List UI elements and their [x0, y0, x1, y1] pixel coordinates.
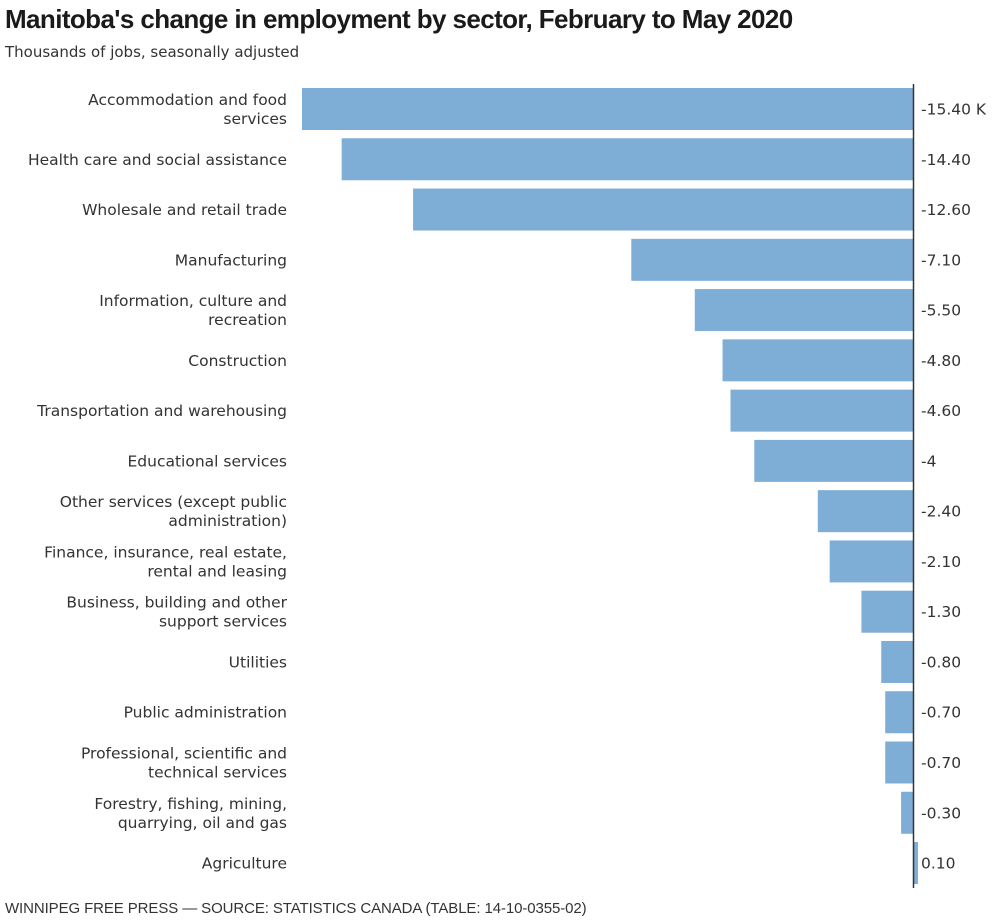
category-label: Agriculture [202, 855, 287, 873]
category-label-line: Public administration [124, 704, 287, 722]
value-label: -0.70 [921, 704, 961, 722]
bar [413, 188, 913, 231]
category-label: Educational services [128, 452, 288, 470]
bar [730, 389, 913, 432]
bar [631, 238, 913, 281]
bar [885, 741, 913, 784]
category-label: Other services (except public administrat… [60, 493, 287, 530]
value-label: -7.10 [921, 251, 961, 269]
category-label-line: Information, culture and [99, 292, 287, 310]
bar [817, 490, 913, 533]
category-label: Utilities [229, 653, 287, 671]
category-label-line: Health care and social assistance [28, 151, 287, 169]
category-label-line: Business, building and other [66, 594, 287, 612]
value-label: -1.30 [921, 603, 961, 621]
category-label-line: Forestry, fishing, mining, [94, 795, 287, 813]
bar [722, 339, 913, 382]
value-label: -4 [921, 452, 936, 470]
bar [861, 590, 913, 633]
chart-subtitle: Thousands of jobs, seasonally adjusted [5, 43, 300, 61]
category-label: Business, building and other support serv… [66, 594, 287, 631]
bar [754, 439, 913, 482]
bar [302, 88, 913, 130]
category-label: Forestry, fishing, mining, quarrying, oil… [94, 795, 287, 832]
chart-title: Manitoba's change in employment by secto… [5, 4, 793, 34]
category-label: Wholesale and retail trade [82, 201, 287, 219]
bars-group [302, 88, 918, 885]
category-label-line: support services [159, 613, 287, 631]
bar [881, 640, 913, 683]
category-label: Accommodation and food services [88, 91, 287, 128]
category-label-line: Agriculture [202, 855, 287, 873]
value-label: -0.70 [921, 754, 961, 772]
value-label: -15.40 K [921, 101, 987, 119]
category-label-line: administration) [168, 512, 287, 530]
bar [829, 540, 913, 583]
category-label-line: Transportation and warehousing [36, 402, 287, 420]
category-label-line: Wholesale and retail trade [82, 201, 287, 219]
category-label-line: services [223, 110, 287, 128]
category-label-line: recreation [208, 311, 287, 329]
bar [901, 791, 913, 834]
category-label-line: Professional, scientific and [81, 745, 287, 763]
category-label-line: Finance, insurance, real estate, [44, 543, 287, 561]
category-label-line: Utilities [229, 653, 287, 671]
value-label: -2.40 [921, 503, 961, 521]
value-label: -4.80 [921, 352, 961, 370]
bar [885, 691, 913, 734]
category-label-line: Accommodation and food [88, 91, 287, 109]
source-footer: WINNIPEG FREE PRESS — SOURCE: STATISTICS… [5, 900, 587, 917]
category-label: Information, culture and recreation [99, 292, 287, 329]
category-label-line: Construction [188, 352, 287, 370]
value-label: -5.50 [921, 302, 961, 320]
category-label-line: Manufacturing [175, 251, 287, 269]
value-label: -4.60 [921, 402, 961, 420]
category-label: Finance, insurance, real estate, rental a… [44, 543, 287, 580]
bar [341, 138, 914, 181]
value-label: -2.10 [921, 553, 961, 571]
value-label: -14.40 [921, 151, 971, 169]
category-label: Health care and social assistance [28, 151, 287, 169]
category-label-line: Educational services [128, 452, 288, 470]
value-label: 0.10 [921, 855, 956, 873]
category-label-line: quarrying, oil and gas [118, 814, 287, 832]
category-label: Transportation and warehousing [36, 402, 287, 420]
category-label: Professional, scientific and technical se… [81, 745, 287, 782]
category-label: Public administration [124, 704, 287, 722]
value-label: -12.60 [921, 201, 971, 219]
category-label: Construction [188, 352, 287, 370]
value-labels-group: -15.40 K -14.40 -12.60 -7.10 -5.50 -4.80 -4.60… [921, 101, 987, 873]
bar [914, 842, 918, 885]
value-label: -0.80 [921, 653, 961, 671]
value-label: -0.30 [921, 804, 961, 822]
category-label: Manufacturing [175, 251, 287, 269]
category-label-line: technical services [148, 764, 287, 782]
bar [694, 289, 913, 332]
category-labels-group: Accommodation and food services Health car… [28, 91, 288, 873]
category-label-line: rental and leasing [147, 562, 287, 580]
category-label-line: Other services (except public [60, 493, 287, 511]
